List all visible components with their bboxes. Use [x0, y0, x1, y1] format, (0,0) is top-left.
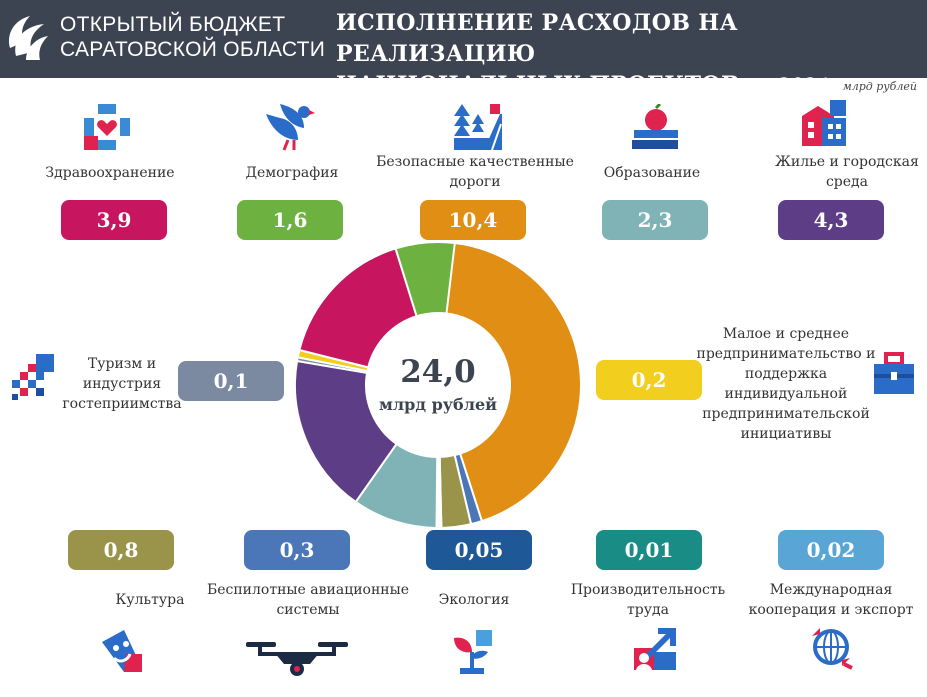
value-housing: 4,3: [778, 200, 884, 240]
label-labour-productivity: Производительность труда: [570, 582, 726, 618]
brand-line-1: ОТКРЫТЫЙ БЮДЖЕТ: [60, 13, 286, 36]
growth-arrow-icon: [634, 628, 676, 670]
label-education: Образование: [603, 165, 701, 181]
title-line-1: ИСПОЛНЕНИЕ РАСХОДОВ НА РЕАЛИЗАЦИЮ: [336, 10, 738, 67]
value-education: 2,3: [602, 200, 708, 240]
sprout-icon: [454, 630, 492, 674]
books-apple-icon: [632, 104, 678, 149]
title-line-2-bold: НАЦИОНАЛЬНЫХ ПРОЕКТОВ: [336, 72, 740, 98]
value-tourism: 0,1: [178, 361, 284, 401]
label-tourism: Туризм и индустрия гостеприимства: [62, 356, 182, 412]
label-ecology: Экология: [438, 592, 510, 608]
donut-slice-0: [444, 241, 582, 523]
globe-arrows-icon: [812, 628, 853, 670]
drone-icon: [246, 642, 348, 676]
medical-cross-heart-icon: [84, 104, 130, 150]
title-year: за 2024 год: [748, 73, 874, 97]
value-demography: 1,6: [237, 200, 343, 240]
label-culture: Культура: [115, 592, 185, 608]
label-small-business: Малое и среднее предпринимательство и по…: [696, 326, 876, 442]
pixel-tourism-icon: [12, 354, 54, 400]
donut-slice-11: [394, 241, 456, 318]
open-budget-logo-icon: [8, 16, 48, 60]
donut-slices: [294, 241, 582, 530]
value-labour-productivity: 0,01: [596, 530, 702, 570]
label-housing: Жилье и городская среда: [775, 154, 919, 190]
label-drones: Беспилотные авиационные системы: [206, 582, 410, 618]
value-small-business: 0,2: [596, 360, 702, 400]
value-roads: 10,4: [420, 200, 526, 240]
label-demography: Демография: [245, 165, 339, 181]
value-international-cooperation: 0,02: [778, 530, 884, 570]
brand-name: ОТКРЫТЫЙ БЮДЖЕТ САРАТОВСКОЙ ОБЛАСТИ: [60, 12, 325, 62]
houses-icon: [802, 100, 846, 146]
label-roads: Безопасные качественные дороги: [376, 154, 574, 190]
header-bar: ОТКРЫТЫЙ БЮДЖЕТ САРАТОВСКОЙ ОБЛАСТИ ИСПО…: [0, 0, 927, 98]
value-culture: 0,8: [68, 530, 174, 570]
donut-slice-10: [298, 247, 418, 369]
road-trees-icon: [454, 104, 502, 150]
bird-icon: [266, 104, 315, 151]
value-healthcare: 3,9: [61, 200, 167, 240]
briefcase-icon: [874, 352, 914, 394]
donut-slice-7: [294, 359, 398, 504]
value-ecology: 0,05: [426, 530, 532, 570]
value-drones: 0,3: [244, 530, 350, 570]
page-title: ИСПОЛНЕНИЕ РАСХОДОВ НА РЕАЛИЗАЦИЮ НАЦИОН…: [336, 8, 927, 101]
units-note: млрд рублей: [842, 80, 917, 93]
theatre-mask-icon: [102, 630, 142, 672]
label-healthcare: Здравоохранение: [45, 165, 175, 181]
brand-line-2: САРАТОВСКОЙ ОБЛАСТИ: [60, 38, 326, 61]
title-line-2: НАЦИОНАЛЬНЫХ ПРОЕКТОВ за 2024 год: [336, 70, 927, 101]
label-international-cooperation: Международная кооперация и экспорт: [748, 582, 914, 618]
center-unit: млрд рублей: [379, 395, 497, 414]
center-total: 24,0: [400, 354, 476, 390]
